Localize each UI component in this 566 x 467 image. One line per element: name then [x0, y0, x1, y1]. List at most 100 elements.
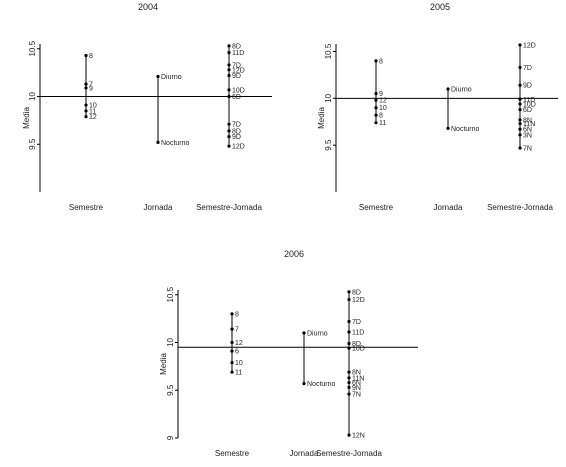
point-label: 3N [523, 132, 532, 139]
data-point [84, 86, 88, 90]
data-point [374, 113, 378, 117]
data-point [230, 340, 234, 345]
y-tick-label: 10 [324, 93, 333, 102]
data-point [347, 290, 351, 294]
data-point [227, 144, 231, 148]
x-category-label: Semestre-Jornada [487, 203, 553, 212]
point-label: 9 [379, 91, 383, 98]
point-label: 12D [232, 144, 245, 151]
x-category-label: Semestre-Jornada [316, 449, 382, 458]
data-point [156, 74, 160, 79]
y-tick-label: 9 [166, 435, 175, 440]
data-point [84, 53, 88, 58]
point-label: 8N [352, 370, 361, 377]
point-label: 7D [232, 63, 241, 70]
point-label: 9D [232, 134, 241, 141]
x-category-label: Jornada [434, 203, 463, 212]
data-point [518, 97, 522, 101]
data-point [374, 92, 378, 96]
point-label: 10D [232, 87, 245, 94]
chart-panel-2004: 2004 Media 10.5 10 9.5 Semestre Jornada Semestr… [22, 2, 272, 212]
point-label: 10 [89, 103, 97, 110]
data-point [227, 44, 231, 48]
point-label: 11 [235, 370, 242, 377]
data-point [518, 107, 522, 112]
data-point [347, 392, 351, 396]
point-label: 7D [232, 122, 241, 129]
data-point [446, 87, 450, 91]
data-point [227, 94, 231, 99]
data-point [347, 346, 351, 350]
point-label: 8 [379, 113, 383, 120]
data-point [227, 50, 231, 55]
point-label: Diurno [451, 86, 472, 93]
data-point [518, 118, 522, 122]
point-label: 11D [352, 330, 364, 337]
data-point [518, 127, 522, 131]
y-tick-label: 9.5 [324, 139, 333, 151]
point-label: 6N [523, 127, 532, 134]
data-point [518, 102, 522, 106]
point-label: 8D [352, 289, 361, 296]
chart-title: 2004 [138, 2, 158, 12]
point-label: Diurno [161, 74, 182, 81]
point-label: 12N [352, 433, 365, 440]
point-label: Diurno [307, 330, 328, 337]
point-label: 12 [379, 98, 387, 105]
data-point [347, 341, 351, 346]
point-label: 7N [352, 392, 361, 399]
point-label: 8 [235, 311, 239, 318]
x-category-label: Semestre [215, 449, 250, 458]
data-point [227, 63, 231, 67]
y-axis-label: Media [317, 107, 326, 129]
point-label: 12D [232, 67, 245, 74]
point-label: 7N [523, 145, 532, 152]
point-label: 11D [523, 97, 535, 104]
point-label: 10 [379, 105, 387, 112]
data-point [518, 146, 522, 150]
y-tick-label: 9.5 [28, 138, 37, 150]
data-point [230, 327, 234, 331]
data-point [347, 330, 351, 334]
point-label: 11 [379, 120, 386, 127]
data-point [84, 82, 88, 86]
y-axis-label: Media [22, 107, 31, 129]
data-point [227, 135, 231, 139]
point-label: Nocturno [307, 381, 336, 388]
data-point [302, 381, 306, 386]
x-category-label: Jornada [144, 203, 173, 212]
point-label: 11N [523, 121, 535, 128]
data-point [227, 122, 231, 126]
data-point [518, 83, 522, 87]
data-point [518, 65, 522, 70]
point-label: 7D [352, 319, 361, 326]
point-label: 9N [352, 385, 361, 392]
point-label: 7D [523, 65, 532, 72]
x-category-label: Semestre-Jornada [196, 203, 262, 212]
chart-panel-2006: 2006 Media 10.5 10 9.5 9 Semestre JornadaSemest… [159, 249, 418, 458]
y-tick-label: 10.5 [166, 286, 175, 302]
data-point [302, 331, 306, 335]
data-point [156, 140, 160, 144]
point-label: 8 [89, 53, 93, 60]
data-point [347, 433, 351, 437]
data-point [227, 129, 231, 133]
data-point [227, 68, 231, 72]
data-point [347, 297, 351, 302]
y-tick-label: 10.5 [324, 43, 333, 59]
x-category-label: Semestre [359, 203, 394, 212]
point-label: 9 [89, 85, 93, 92]
point-label: 12 [89, 114, 97, 121]
y-axis-label: Media [159, 353, 168, 375]
chart-title: 2006 [284, 249, 304, 259]
point-label: 8D [352, 341, 361, 348]
point-label: 11D [232, 50, 244, 57]
y-tick-label: 10 [166, 338, 175, 347]
point-label: 10D [523, 101, 536, 108]
y-tick-label: 10 [28, 92, 37, 101]
point-label: 8D [232, 43, 241, 50]
point-label: 9D [232, 73, 241, 80]
data-point [347, 319, 351, 324]
data-point [374, 106, 378, 110]
